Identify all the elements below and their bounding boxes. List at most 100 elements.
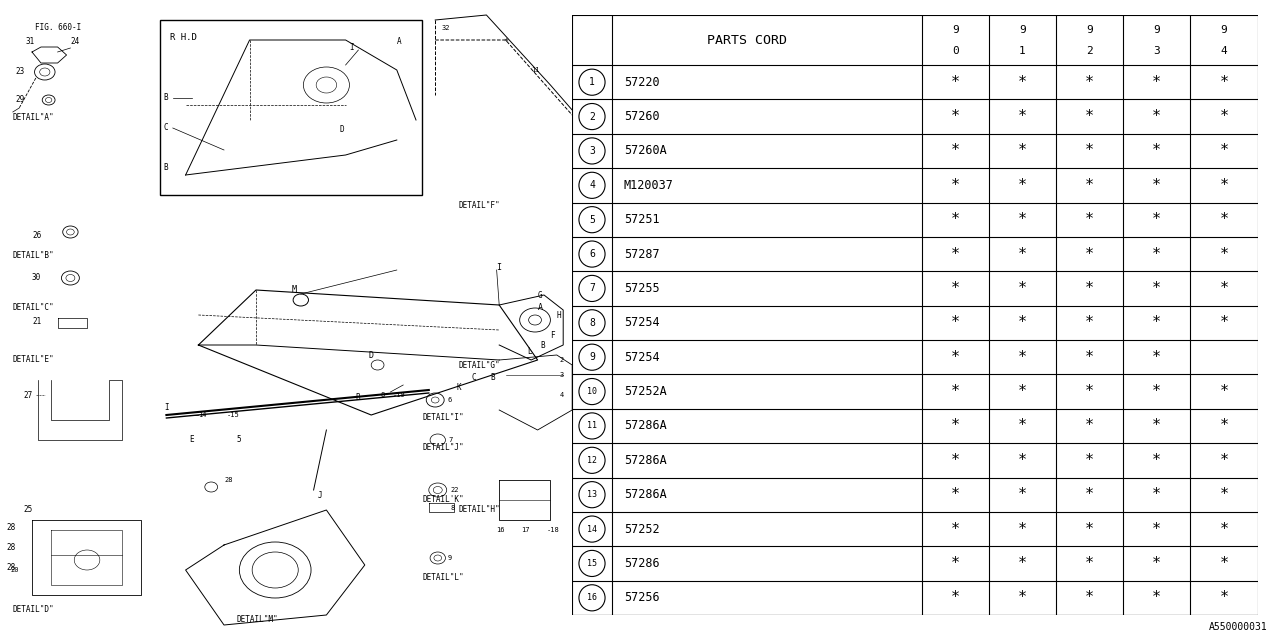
Text: 8: 8 [380,392,384,398]
Text: *: * [1085,109,1094,124]
Text: *: * [1018,384,1027,399]
Text: -15: -15 [227,412,239,418]
Text: DETAIL"H": DETAIL"H" [458,506,500,515]
Text: *: * [1085,143,1094,159]
Text: *: * [951,453,960,468]
Text: *: * [1152,384,1161,399]
Text: *: * [1152,281,1161,296]
Text: *: * [1085,75,1094,90]
Text: 57251: 57251 [625,213,659,226]
Text: A550000031: A550000031 [1208,622,1267,632]
Text: 9: 9 [448,555,452,561]
Text: 11: 11 [531,67,540,73]
Text: *: * [951,384,960,399]
Text: 57255: 57255 [625,282,659,295]
Text: 9: 9 [1153,25,1160,35]
Text: 9: 9 [952,25,959,35]
Text: B: B [356,394,361,403]
Text: *: * [1220,246,1229,262]
Text: 21: 21 [32,317,41,326]
Text: *: * [1085,212,1094,227]
Text: 25: 25 [23,506,32,515]
Text: *: * [951,590,960,605]
Text: DETAIL'K": DETAIL'K" [422,495,465,504]
Text: I: I [497,262,502,271]
Text: 5: 5 [589,214,595,225]
Text: 57254: 57254 [625,351,659,364]
Text: *: * [1085,384,1094,399]
Text: *: * [1018,246,1027,262]
Text: *: * [1018,109,1027,124]
Text: 15: 15 [588,559,596,568]
Text: *: * [1018,349,1027,365]
Text: 6: 6 [448,397,452,403]
Text: A: A [397,38,402,47]
Text: *: * [1152,349,1161,365]
Text: *: * [1152,556,1161,571]
Text: 6: 6 [589,249,595,259]
Text: 57260: 57260 [625,110,659,123]
Text: *: * [1085,281,1094,296]
Text: -19: -19 [393,392,406,398]
Text: *: * [1018,590,1027,605]
Text: 9: 9 [589,352,595,362]
Text: *: * [1152,143,1161,159]
Text: 0: 0 [952,46,959,56]
Text: *: * [1152,316,1161,330]
Text: 32: 32 [442,25,451,31]
Text: *: * [1152,246,1161,262]
Text: DETAIL"I": DETAIL"I" [422,413,465,422]
Text: 14: 14 [588,525,596,534]
Text: 4: 4 [559,392,563,398]
Text: *: * [951,109,960,124]
Text: *: * [1220,109,1229,124]
Text: I: I [349,44,355,52]
Text: 7: 7 [448,437,452,443]
Text: 57252: 57252 [625,523,659,536]
Text: *: * [1152,487,1161,502]
Text: 13: 13 [588,490,596,499]
Text: -18: -18 [547,527,559,533]
Text: *: * [1152,419,1161,433]
Text: F: F [550,330,556,339]
Text: 57287: 57287 [625,248,659,260]
Text: *: * [1220,556,1229,571]
Text: B: B [164,93,169,102]
Text: *: * [1085,178,1094,193]
Text: *: * [951,349,960,365]
Text: DETAIL"M": DETAIL"M" [237,616,279,625]
Text: *: * [1018,178,1027,193]
Text: DETAIL"F": DETAIL"F" [458,200,500,209]
Text: *: * [1220,590,1229,605]
Text: PARTS CORD: PARTS CORD [707,33,787,47]
Text: 29: 29 [15,95,24,104]
Text: *: * [951,246,960,262]
Text: *: * [1085,453,1094,468]
Text: 3: 3 [559,372,563,378]
Text: 10: 10 [588,387,596,396]
Text: 28: 28 [224,477,233,483]
Text: *: * [951,419,960,433]
Text: D: D [369,351,374,360]
Text: 57286A: 57286A [625,419,667,433]
Text: I: I [164,403,169,413]
Text: L: L [527,348,532,356]
Text: *: * [1085,349,1094,365]
Text: *: * [1018,316,1027,330]
Text: *: * [1220,316,1229,330]
Text: *: * [1220,178,1229,193]
Text: *: * [951,487,960,502]
Text: 31: 31 [26,38,35,47]
Text: DETAIL"E": DETAIL"E" [13,355,55,365]
Bar [160,20,422,195]
Text: 28: 28 [6,563,15,573]
Text: J: J [317,490,323,499]
Text: C: C [471,374,476,383]
Text: *: * [1085,556,1094,571]
Text: *: * [1018,281,1027,296]
Text: *: * [1085,487,1094,502]
Text: *: * [1018,419,1027,433]
Text: 9: 9 [1087,25,1093,35]
Text: *: * [1085,419,1094,433]
Text: DETAIL"G": DETAIL"G" [458,360,500,369]
